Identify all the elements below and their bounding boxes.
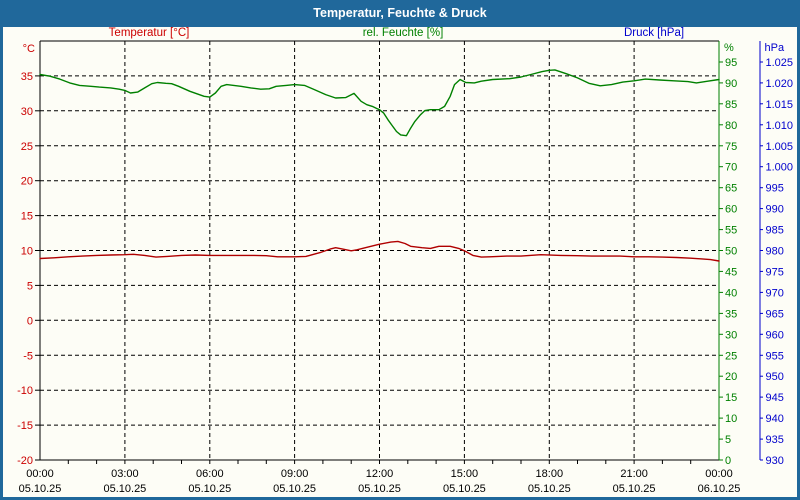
x-axis-time-label: 15:00 — [451, 468, 479, 480]
temperature-line — [39, 240, 720, 262]
x-axis-date-label: 05.10.25 — [528, 483, 571, 495]
percent-axis-tick-label: 35 — [725, 308, 737, 320]
left-axis-tick-label: 25 — [21, 141, 33, 153]
x-axis-time-label: 21:00 — [620, 468, 648, 480]
left-axis-unit: °C — [23, 43, 35, 55]
left-axis-tick-label: 10 — [21, 246, 33, 258]
left-axis-tick-label: 30 — [21, 106, 33, 118]
x-axis-date-label: 05.10.25 — [103, 483, 146, 495]
percent-axis-tick-label: 30 — [725, 329, 737, 341]
pressure-axis-tick-label: 990 — [766, 204, 784, 216]
legend-temperature: Temperatur [°C] — [108, 27, 190, 39]
data-series — [39, 69, 720, 262]
left-axis-tick-label: 15 — [21, 211, 33, 223]
pressure-axis-tick-label: 1.010 — [766, 120, 794, 132]
axes — [35, 40, 763, 464]
pressure-axis-tick-label: 960 — [766, 329, 784, 341]
x-axis-date-label: 05.10.25 — [19, 483, 62, 495]
percent-axis-tick-label: 95 — [725, 57, 737, 69]
pressure-axis-tick-label: 940 — [766, 413, 784, 425]
percent-axis-tick-label: 85 — [725, 99, 737, 111]
x-axis-date-label: 06.10.25 — [698, 483, 741, 495]
x-axis-date-label: 05.10.25 — [613, 483, 656, 495]
left-axis-tick-label: 5 — [27, 280, 33, 292]
percent-axis-tick-label: 5 — [725, 434, 731, 446]
x-axis-time-label: 12:00 — [366, 468, 394, 480]
percent-axis-unit: % — [724, 42, 734, 54]
x-axis-date-label: 05.10.25 — [273, 483, 316, 495]
left-axis-tick-label: 20 — [21, 176, 33, 188]
x-axis-time-label: 18:00 — [536, 468, 564, 480]
percent-axis-tick-label: 10 — [725, 413, 737, 425]
pressure-axis-tick-label: 1.015 — [766, 99, 794, 111]
pressure-axis-tick-label: 1.005 — [766, 141, 794, 153]
percent-axis-tick-label: 20 — [725, 371, 737, 383]
percent-axis-tick-label: 40 — [725, 287, 737, 299]
percent-axis-tick-label: 80 — [725, 120, 737, 132]
x-axis-time-label: 00:00 — [705, 468, 733, 480]
pressure-axis-unit: hPa — [765, 42, 785, 54]
left-axis-tick-label: -10 — [17, 385, 33, 397]
pressure-axis-tick-label: 995 — [766, 183, 784, 195]
pressure-axis-tick-label: 965 — [766, 308, 784, 320]
percent-axis-tick-label: 70 — [725, 162, 737, 174]
pressure-axis-tick-label: 950 — [766, 371, 784, 383]
percent-axis-tick-label: 50 — [725, 246, 737, 258]
pressure-axis-tick-label: 970 — [766, 287, 784, 299]
left-axis-tick-label: -15 — [17, 420, 33, 432]
x-axis-time-label: 06:00 — [196, 468, 224, 480]
pressure-axis-tick-label: 930 — [766, 455, 784, 467]
tick-labels: 35302520151050-5-10-15-20959085807570656… — [17, 57, 793, 495]
x-axis-date-label: 05.10.25 — [358, 483, 401, 495]
pressure-axis-tick-label: 975 — [766, 266, 784, 278]
legend-pressure: Druck [hPa] — [623, 27, 685, 39]
legend-humidity: rel. Feuchte [%] — [362, 27, 444, 39]
pressure-axis-tick-label: 1.025 — [766, 57, 794, 69]
pressure-axis-tick-label: 1.020 — [766, 78, 794, 90]
left-axis-tick-label: 35 — [21, 71, 33, 83]
pressure-axis-tick-label: 935 — [766, 434, 784, 446]
x-axis-date-label: 05.10.25 — [443, 483, 486, 495]
gridlines — [40, 41, 719, 460]
x-axis-time-label: 00:00 — [26, 468, 54, 480]
pressure-axis-tick-label: 955 — [766, 350, 784, 362]
x-axis-time-label: 03:00 — [111, 468, 139, 480]
left-axis-tick-label: 0 — [27, 315, 33, 327]
humidity-line — [39, 69, 720, 137]
title-bar: Temperatur, Feuchte & Druck — [0, 0, 800, 27]
pressure-axis-tick-label: 1.000 — [766, 162, 794, 174]
pressure-axis-tick-label: 945 — [766, 392, 784, 404]
percent-axis-tick-label: 75 — [725, 141, 737, 153]
percent-axis-tick-label: 55 — [725, 225, 737, 237]
left-axis-tick-label: -5 — [23, 350, 33, 362]
percent-axis-tick-label: 45 — [725, 266, 737, 278]
percent-axis-tick-label: 65 — [725, 183, 737, 195]
window-title: Temperatur, Feuchte & Druck — [313, 6, 487, 20]
percent-axis-tick-label: 90 — [725, 78, 737, 90]
x-axis-date-label: 05.10.25 — [188, 483, 231, 495]
percent-axis-tick-label: 60 — [725, 204, 737, 216]
left-axis-tick-label: -20 — [17, 455, 33, 467]
percent-axis-tick-label: 15 — [725, 392, 737, 404]
percent-axis-tick-label: 25 — [725, 350, 737, 362]
x-axis-time-label: 09:00 — [281, 468, 309, 480]
pressure-axis-tick-label: 985 — [766, 225, 784, 237]
pressure-axis-tick-label: 980 — [766, 246, 784, 258]
percent-axis-tick-label: 0 — [725, 455, 731, 467]
